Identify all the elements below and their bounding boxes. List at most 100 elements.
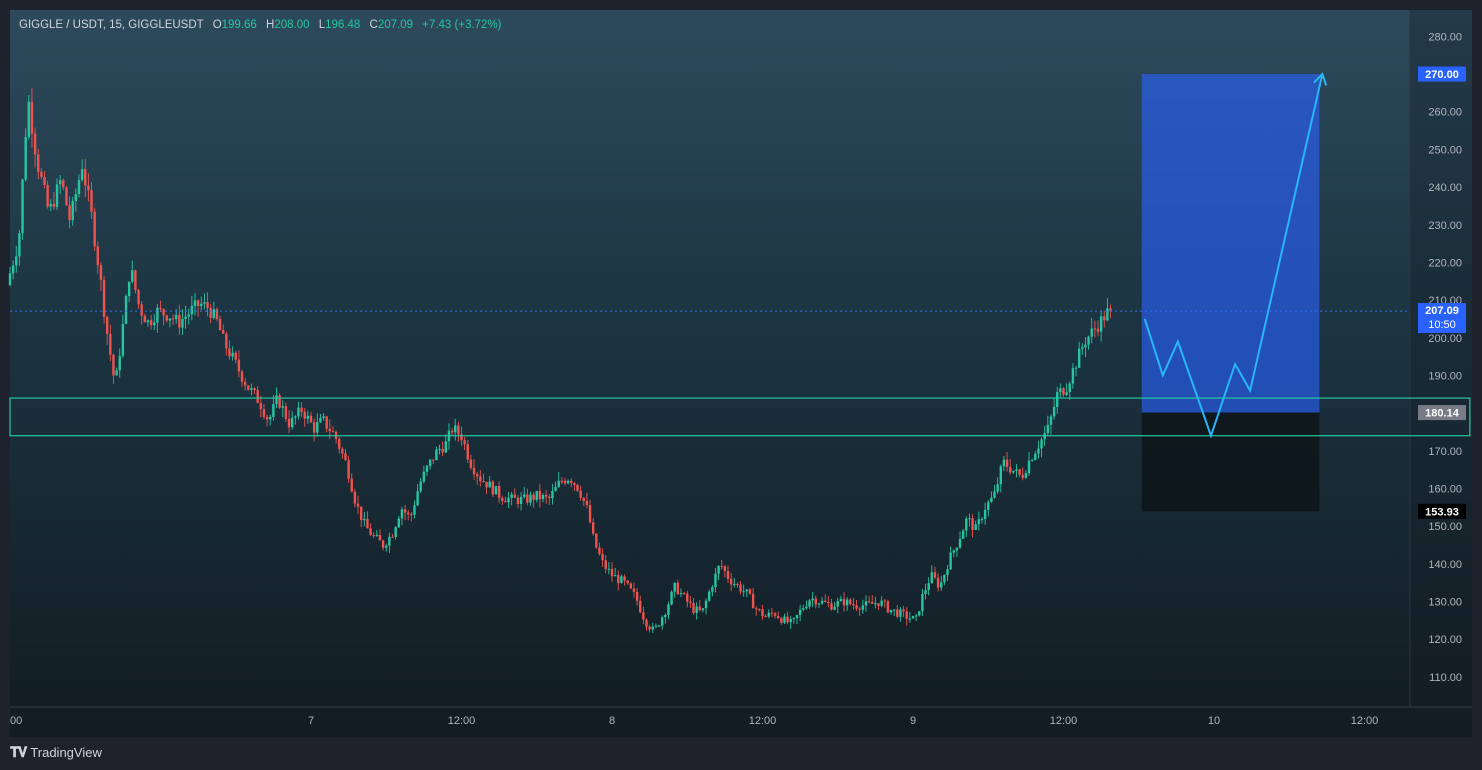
candle-body — [187, 314, 190, 317]
candle-body — [943, 574, 946, 583]
support-zone-rectangle[interactable] — [9, 397, 1471, 437]
candle-body — [15, 256, 18, 266]
candle-body — [551, 491, 554, 499]
candle-body — [328, 428, 332, 432]
long-position-tool[interactable] — [1141, 74, 1320, 512]
candle-body — [96, 246, 99, 266]
y-tick-label: 250.00 — [1428, 144, 1462, 156]
candle-body — [802, 608, 805, 610]
candle-body — [795, 614, 799, 619]
candle-body — [21, 179, 24, 234]
candle-body — [58, 180, 62, 185]
candle-body — [918, 611, 921, 616]
candle-body — [46, 185, 49, 207]
candle-body — [303, 411, 306, 419]
candle-body — [833, 606, 836, 610]
position-stop-zone[interactable] — [1141, 412, 1320, 512]
candle-body — [736, 584, 739, 586]
candle-body — [369, 528, 372, 536]
candle-body — [720, 566, 723, 568]
candle-body — [294, 416, 297, 418]
candle-body — [541, 495, 545, 500]
candle-body — [930, 572, 934, 584]
candle-body — [1030, 459, 1034, 461]
y-tick-label: 150.00 — [1428, 521, 1462, 533]
candle-body — [341, 448, 344, 454]
candle-body — [391, 536, 394, 538]
candle-body — [748, 589, 752, 594]
y-tick-label: 220.00 — [1428, 257, 1462, 269]
candle-body — [375, 534, 379, 536]
candle-body — [733, 584, 736, 586]
ohlc-legend[interactable]: GIGGLE / USDT, 15, GIGGLEUSDT O199.66 H2… — [19, 19, 502, 31]
candle-body — [711, 587, 714, 592]
candle-body — [218, 319, 222, 331]
candle-body — [861, 605, 865, 610]
candle-body — [353, 491, 357, 504]
candle-body — [808, 600, 811, 607]
candle-body — [845, 599, 849, 606]
candle-body — [839, 598, 843, 602]
candle-body — [557, 480, 560, 487]
candle-body — [573, 482, 576, 485]
candle-body — [639, 600, 642, 613]
candle-body — [121, 323, 125, 356]
candle-body — [466, 444, 469, 460]
candle-body — [259, 403, 263, 410]
candle-body — [523, 494, 526, 497]
candle-body — [193, 300, 197, 306]
candle-body — [886, 601, 890, 613]
candle-body — [265, 416, 269, 420]
symbol-label[interactable]: GIGGLE / USDT, 15, GIGGLEUSDT — [19, 19, 204, 31]
candle-body — [591, 522, 595, 534]
candle-body — [344, 453, 347, 461]
candle-body — [1071, 368, 1075, 384]
projection-path[interactable] — [1143, 73, 1324, 439]
candle-body — [200, 303, 203, 306]
y-tick-label: 280.00 — [1428, 31, 1462, 43]
candle-body — [507, 497, 510, 503]
candle-body — [287, 418, 291, 428]
candle-body — [974, 524, 977, 530]
candle-body — [460, 434, 463, 441]
candle-body — [228, 348, 231, 357]
tradingview-watermark[interactable]: 𝐓𝐕 TradingView — [10, 744, 102, 761]
x-tick-label: 00 — [10, 715, 22, 727]
x-tick-label: 10 — [1208, 715, 1220, 727]
candle-body — [1005, 459, 1009, 467]
candle-body — [632, 588, 636, 592]
candle-body — [1106, 308, 1109, 321]
candle-body — [566, 480, 570, 484]
candle-body — [410, 514, 413, 516]
candle-body — [780, 618, 783, 623]
candle-body — [1096, 328, 1100, 332]
entry-badge-label: 180.14 — [1425, 408, 1460, 420]
candle-body — [11, 265, 15, 274]
candle-body — [501, 497, 504, 501]
candle-body — [1049, 416, 1053, 425]
candle-body — [770, 612, 774, 614]
candle-body — [435, 449, 438, 461]
stop-price-badge: 153.93 — [1418, 503, 1466, 519]
candle-body — [1103, 316, 1106, 321]
candle-body — [773, 613, 777, 616]
open-value: 199.66 — [222, 19, 257, 31]
candle-body — [896, 609, 899, 617]
candle-body — [102, 279, 106, 317]
candle-body — [40, 171, 43, 177]
candle-body — [1062, 388, 1065, 395]
candle-body — [990, 497, 993, 502]
candle-body — [940, 582, 943, 588]
candle-body — [231, 352, 234, 357]
candle-body — [485, 481, 488, 488]
candle-body — [877, 603, 880, 606]
candle-body — [548, 496, 551, 499]
high-value: 208.00 — [274, 19, 309, 31]
candle-body — [278, 395, 281, 408]
candle-body — [1090, 328, 1093, 337]
candle-body — [676, 582, 680, 595]
candle-body — [350, 478, 353, 492]
candle-body — [1074, 367, 1078, 369]
